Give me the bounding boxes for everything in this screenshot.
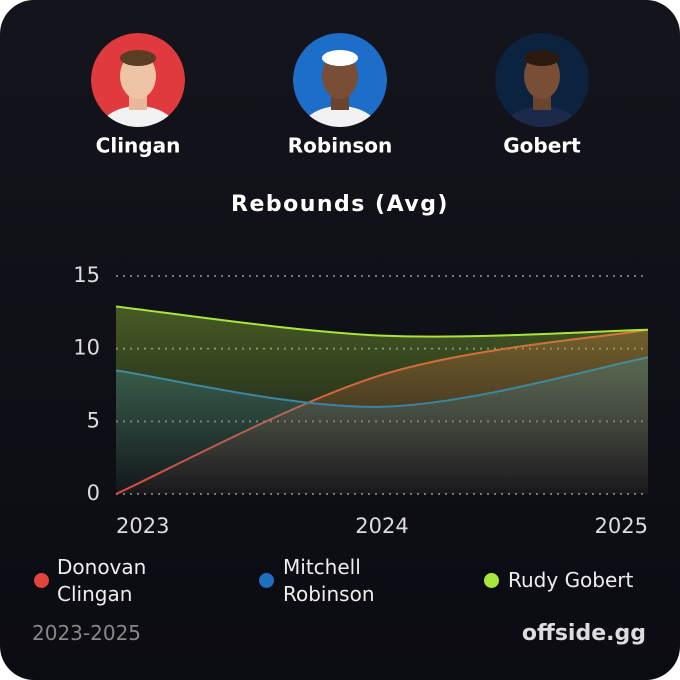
hair [524,50,560,66]
shoulders [302,106,378,127]
shoulders [504,106,580,127]
legend-swatch [484,573,499,588]
line [115,305,649,338]
player-name: Gobert [503,134,581,158]
legend-label: Donovan Clingan [57,555,147,606]
legend-label: Rudy Gobert [508,568,634,592]
hair [322,50,358,66]
y-tick-label: 10 [73,336,100,360]
chart-title: Rebounds (Avg) [231,192,449,217]
legend-swatch [34,573,49,588]
legend-label: Mitchell Robinson [283,555,375,606]
shoulders [100,106,176,127]
headshot [293,33,387,127]
player-name: Robinson [288,134,392,158]
x-tick-label: 2025 [595,514,648,538]
area [116,306,648,494]
y-tick-label: 15 [73,263,100,287]
headshot [495,33,589,127]
player-name: Clingan [96,134,181,158]
y-tick-label: 5 [87,408,100,432]
y-tick-label: 0 [87,481,100,505]
hair [120,50,156,66]
brand: offside.gg [521,621,646,646]
date-range: 2023-2025 [32,621,142,645]
legend-swatch [259,573,274,588]
x-tick-label: 2023 [116,514,169,538]
x-tick-label: 2024 [355,514,408,538]
headshot [91,33,185,127]
